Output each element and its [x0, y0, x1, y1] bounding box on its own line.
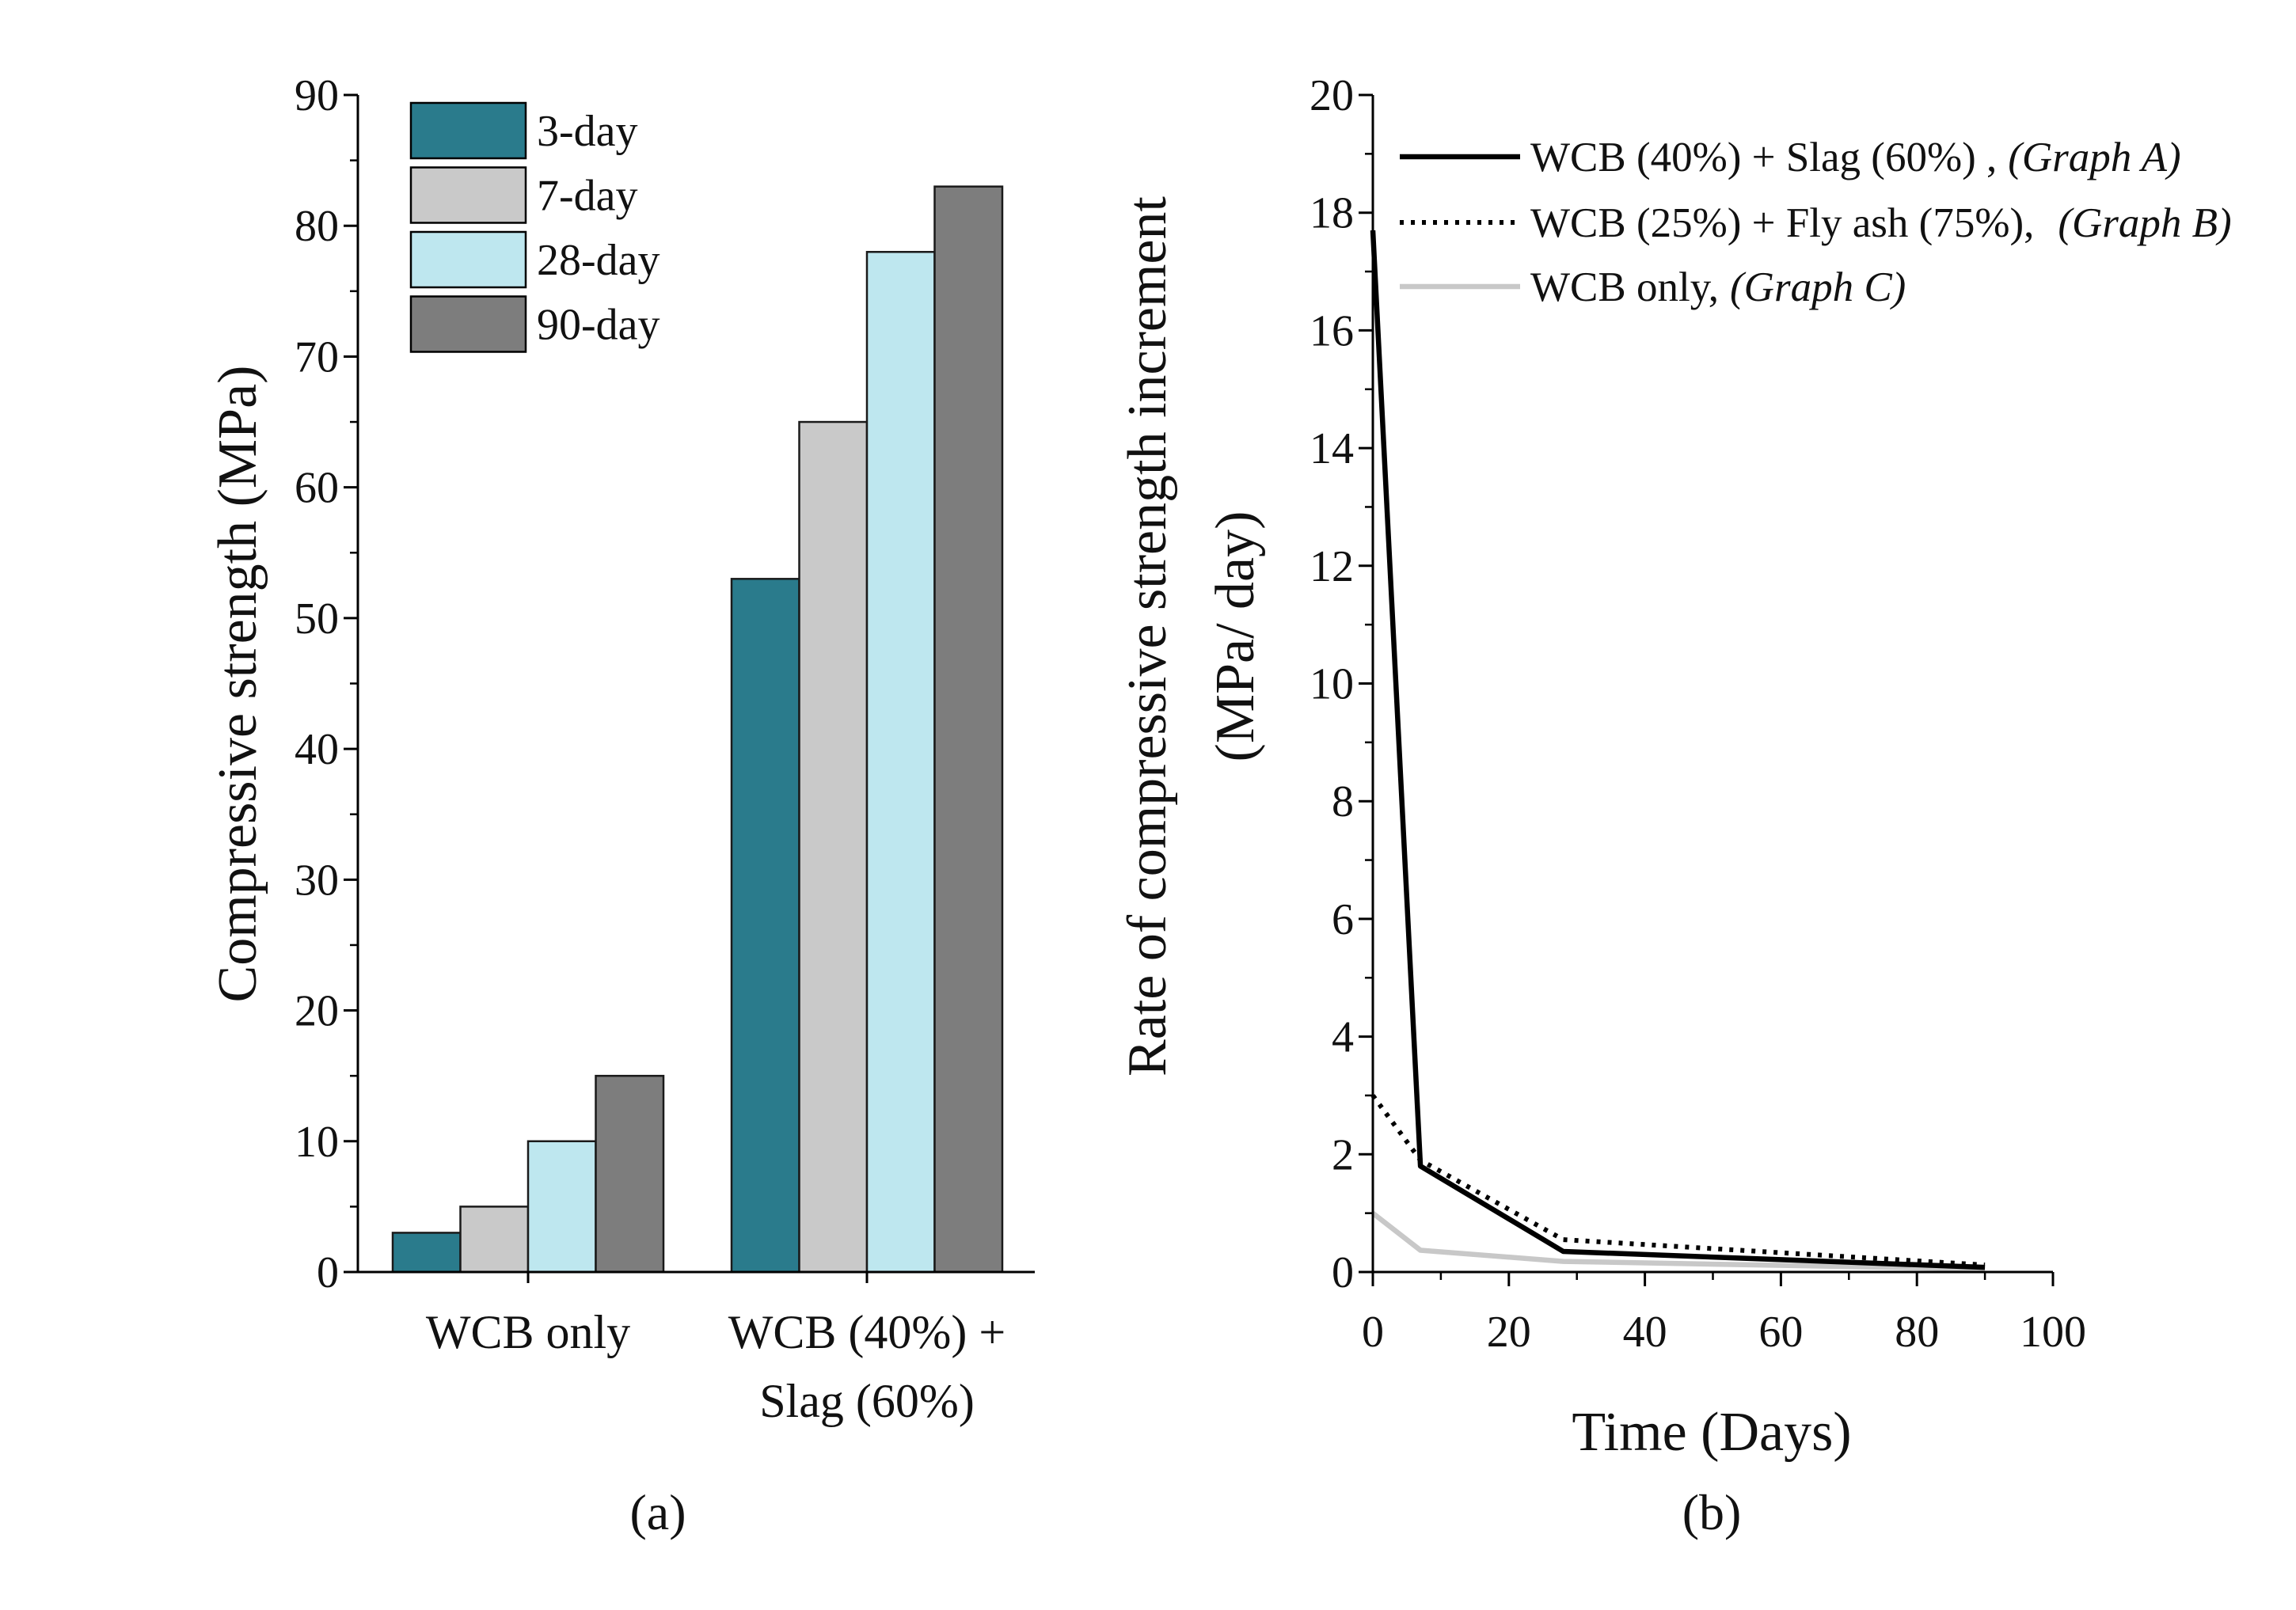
- y-tick-label: 80: [295, 202, 339, 251]
- legend-graph-tag: (Graph B): [2058, 200, 2231, 246]
- legend-label: WCB (25%) + Fly ash (75%),: [1530, 200, 2034, 246]
- legend-swatch-90-day: [409, 295, 527, 353]
- y-tick-label: 0: [317, 1248, 339, 1297]
- bar-90-day-wcb-only: [595, 1074, 665, 1274]
- bar-28-day-wcb-40-slag-60: [865, 251, 936, 1274]
- panel-label-a: (a): [629, 1484, 686, 1540]
- panel-a-bar-chart: Compressive strength (MPa) (a) 0 10 20 30 40…: [207, 71, 1035, 1540]
- series-line-graph-c: [1371, 1211, 1986, 1272]
- bar-90-day-wcb-40-slag-60: [933, 185, 1004, 1274]
- legend-label: WCB only,: [1530, 264, 1719, 310]
- legend-swatch-3-day: [409, 101, 527, 160]
- legend: 3-day 7-day 28-day 90-day: [409, 101, 660, 353]
- y-tick-label: 90: [295, 71, 339, 120]
- y-tick-label: 16: [1310, 306, 1354, 355]
- legend-label: WCB (40%) + Slag (60%) ,: [1530, 135, 1997, 180]
- y-tick-label: 14: [1310, 424, 1354, 473]
- x-tick-label: 100: [2020, 1308, 2086, 1357]
- y-tick-label: 20: [295, 987, 339, 1036]
- legend-swatch-7-day: [409, 166, 527, 224]
- legend-graph-tag: (Graph C): [1730, 264, 1906, 310]
- y-tick-label: 10: [295, 1118, 339, 1167]
- x-category-label: WCB only: [426, 1306, 630, 1358]
- y-axis-label-line-1: Rate of compressive strength increment: [1117, 196, 1178, 1076]
- y-tick-label: 40: [295, 725, 339, 774]
- y-tick-label: 0: [1332, 1248, 1354, 1297]
- y-tick-label: 2: [1332, 1130, 1354, 1179]
- legend-entry: WCB (40%) + Slag (60%) , (Graph A): [1530, 135, 2181, 180]
- x-tick-label: 40: [1623, 1308, 1667, 1357]
- y-axis-label-line-2: (MPa/ day): [1205, 511, 1266, 762]
- x-category-label: WCB (40%) +: [728, 1306, 1005, 1358]
- x-tick-label: 60: [1758, 1308, 1803, 1357]
- y-tick-label: 10: [1310, 660, 1354, 709]
- y-tick-label: 70: [295, 332, 339, 382]
- legend-entry: WCB only, (Graph C): [1530, 264, 1906, 310]
- y-tick-label: 20: [1310, 71, 1354, 120]
- legend-swatch-28-day: [409, 230, 527, 289]
- legend-label: 3-day: [537, 107, 638, 156]
- x-tick-label: 80: [1895, 1308, 1939, 1357]
- y-tick-label: 12: [1310, 542, 1354, 591]
- x-tick-label: 0: [1362, 1308, 1384, 1357]
- bar-7-day-wcb-40-slag-60: [798, 420, 869, 1274]
- y-tick-label: 4: [1332, 1013, 1354, 1062]
- y-axis-label: Compressive strength (MPa): [207, 366, 268, 1003]
- y-tick-label: 30: [295, 856, 339, 905]
- legend-label: 90-day: [537, 301, 660, 350]
- y-tick-label: 50: [295, 594, 339, 644]
- panel-label-b: (b): [1682, 1484, 1742, 1540]
- y-tick-label: 6: [1332, 895, 1354, 944]
- y-tick-label: 18: [1310, 189, 1354, 238]
- series-line-graph-b: [1370, 1094, 1986, 1268]
- legend-label: 7-day: [537, 172, 638, 221]
- x-tick-label: 20: [1487, 1308, 1531, 1357]
- series-line-graph-a: [1370, 230, 1986, 1270]
- legend-graph-tag: (Graph A): [2008, 135, 2180, 180]
- x-category-label: Slag (60%): [759, 1375, 975, 1427]
- panel-b-line-chart: Rate of compressive strength increment (…: [1117, 71, 2232, 1540]
- legend-entry: WCB (25%) + Fly ash (75%), (Graph B): [1530, 200, 2232, 246]
- y-tick-label: 60: [295, 464, 339, 513]
- legend-label: 28-day: [537, 236, 660, 285]
- bar-3-day-wcb-40-slag-60: [730, 578, 800, 1274]
- bars: [391, 185, 1004, 1274]
- y-tick-label: 8: [1332, 777, 1354, 826]
- bar-3-day-wcb-only: [391, 1232, 462, 1274]
- x-axis-label: Time (Days): [1572, 1402, 1851, 1463]
- bar-28-day-wcb-only: [526, 1140, 597, 1274]
- legend: WCB (40%) + Slag (60%) , (Graph A) WCB (25…: [1400, 135, 2232, 310]
- series-lines: [1370, 230, 1986, 1272]
- bar-7-day-wcb-only: [459, 1206, 530, 1274]
